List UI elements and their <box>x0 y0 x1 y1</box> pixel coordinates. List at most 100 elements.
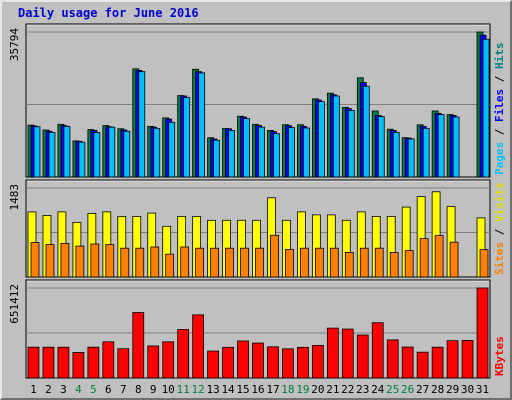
bar-pages-day-7 <box>123 130 131 178</box>
x-tick-label-day-6: 6 <box>105 383 112 396</box>
bar-sites-day-9 <box>150 246 160 278</box>
bar-kbytes-day-16 <box>252 342 264 379</box>
x-tick-label-day-17: 17 <box>266 383 279 396</box>
bar-sites-day-24 <box>374 247 384 278</box>
chart-title: Daily usage for June 2016 <box>18 6 199 20</box>
bar-sites-day-5 <box>90 243 100 278</box>
bar-sites-day-25 <box>389 251 399 278</box>
bar-sites-day-22 <box>344 251 354 278</box>
side-label-kbytes: KBytes <box>493 336 506 376</box>
y-max-label-kbytes: 651412 <box>8 284 21 324</box>
bar-kbytes-day-12 <box>192 314 205 379</box>
bar-pages-day-6 <box>108 126 116 178</box>
bar-pages-day-2 <box>48 132 56 178</box>
x-tick-label-day-13: 13 <box>206 383 219 396</box>
bar-kbytes-day-1 <box>27 346 40 379</box>
bar-kbytes-day-6 <box>102 341 115 379</box>
side-label-visits: Visits <box>493 182 506 222</box>
bar-kbytes-day-9 <box>147 345 160 379</box>
bar-kbytes-day-3 <box>57 346 70 379</box>
side-label-files: Files <box>493 89 506 122</box>
bar-sites-day-29 <box>449 241 459 278</box>
bar-pages-day-25 <box>392 132 400 178</box>
bar-pages-day-15 <box>243 118 250 178</box>
x-tick-label-day-15: 15 <box>236 383 249 396</box>
bar-pages-day-8 <box>138 71 146 178</box>
bar-pages-day-9 <box>153 127 161 178</box>
bar-sites-day-23 <box>359 247 369 278</box>
x-tick-label-day-10: 10 <box>162 383 175 396</box>
x-tick-label-day-9: 9 <box>150 383 157 396</box>
bar-kbytes-day-21 <box>326 327 339 379</box>
bar-kbytes-day-15 <box>237 340 249 379</box>
x-tick-label-day-27: 27 <box>416 383 429 396</box>
bar-pages-day-12 <box>198 72 206 178</box>
bar-kbytes-day-22 <box>341 328 354 379</box>
bar-sites-day-21 <box>329 247 339 278</box>
bar-pages-day-19 <box>303 127 310 178</box>
x-tick-label-day-26: 26 <box>401 383 414 396</box>
bar-sites-day-15 <box>240 247 249 278</box>
bar-kbytes-day-8 <box>132 312 145 379</box>
bar-sites-day-27 <box>419 238 429 278</box>
x-tick-label-day-28: 28 <box>431 383 444 396</box>
side-label-hits-pages-files: Pages / Files / Hits <box>493 43 506 176</box>
bar-pages-day-18 <box>288 127 295 178</box>
x-tick-label-day-19: 19 <box>296 383 309 396</box>
bar-pages-day-22 <box>347 110 355 178</box>
bar-sites-day-10 <box>165 253 175 278</box>
bar-kbytes-day-13 <box>207 350 219 379</box>
bar-sites-day-8 <box>135 247 145 278</box>
bar-pages-day-20 <box>317 101 325 178</box>
bar-pages-day-27 <box>422 127 430 178</box>
bar-kbytes-day-10 <box>162 341 175 379</box>
bar-sites-day-2 <box>45 244 55 278</box>
bar-kbytes-day-20 <box>311 344 324 379</box>
bar-kbytes-day-23 <box>356 334 369 379</box>
bar-kbytes-day-30 <box>461 340 474 379</box>
side-label-visits-sites: Sites / Visits <box>493 182 506 275</box>
x-tick-label-day-3: 3 <box>60 383 67 396</box>
bar-sites-day-20 <box>314 247 324 278</box>
x-tick-label-day-4: 4 <box>75 383 82 396</box>
bar-pages-day-3 <box>63 125 71 178</box>
bar-pages-day-13 <box>213 139 221 178</box>
bar-kbytes-day-17 <box>267 346 279 379</box>
bar-pages-day-4 <box>78 141 86 178</box>
bar-sites-day-18 <box>285 248 294 278</box>
bar-pages-day-21 <box>332 95 340 178</box>
bar-sites-day-26 <box>404 250 414 278</box>
bar-pages-day-10 <box>168 121 176 178</box>
side-label-sites: Sites <box>493 242 506 275</box>
x-tick-label-day-14: 14 <box>221 383 235 396</box>
bar-pages-day-29 <box>452 116 460 178</box>
x-tick-label-day-24: 24 <box>371 383 385 396</box>
bar-sites-day-12 <box>195 247 205 278</box>
bar-kbytes-day-14 <box>222 346 234 379</box>
bar-pages-day-16 <box>258 126 265 178</box>
x-tick-label-day-22: 22 <box>341 383 354 396</box>
x-tick-label-day-21: 21 <box>326 383 339 396</box>
x-tick-label-day-11: 11 <box>177 383 190 396</box>
bar-pages-day-31 <box>482 38 490 178</box>
bar-pages-day-1 <box>33 126 41 178</box>
bar-kbytes-day-29 <box>446 340 459 379</box>
x-tick-label-day-12: 12 <box>192 383 205 396</box>
bar-kbytes-day-19 <box>297 346 309 379</box>
bar-pages-day-11 <box>183 97 191 178</box>
x-tick-label-day-18: 18 <box>281 383 294 396</box>
side-label-hits: Hits <box>493 43 506 70</box>
bar-kbytes-day-26 <box>401 346 414 379</box>
bar-kbytes-day-7 <box>117 348 130 379</box>
bar-sites-day-17 <box>270 234 279 278</box>
bar-pages-day-14 <box>228 130 235 178</box>
bar-sites-day-31 <box>479 249 489 278</box>
x-tick-label-day-29: 29 <box>446 383 459 396</box>
x-tick-label-day-1: 1 <box>30 383 37 396</box>
y-max-label-visits-sites: 1483 <box>8 184 21 211</box>
x-tick-label-day-7: 7 <box>120 383 127 396</box>
x-tick-label-day-25: 25 <box>386 383 399 396</box>
